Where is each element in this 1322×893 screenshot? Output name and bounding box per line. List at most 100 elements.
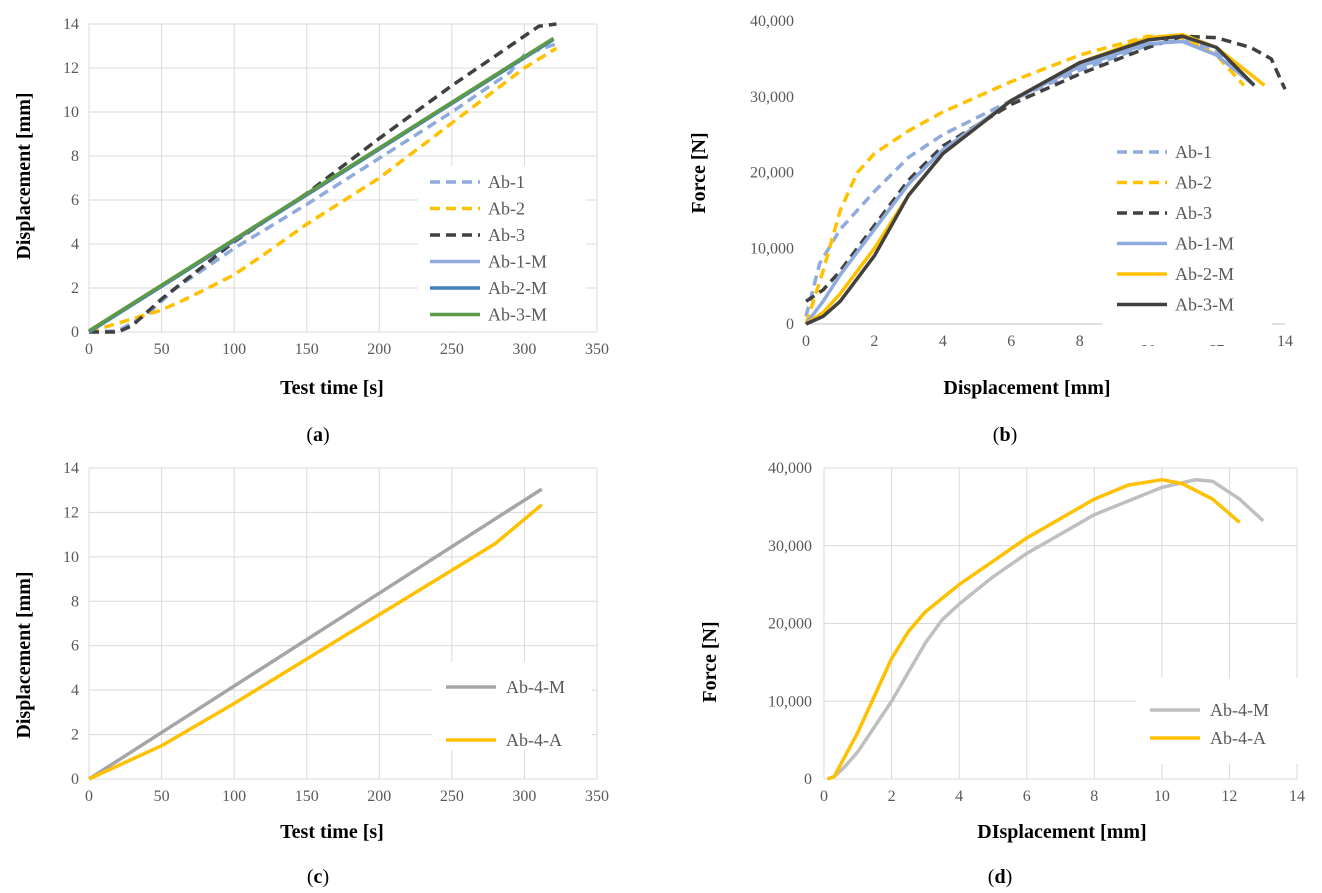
panel-a-xtick-3: 150 <box>295 341 319 358</box>
panel-c-legend-label-ab-4-a: Ab-4-A <box>506 730 562 750</box>
panel-d-ytick-3: 30,000 <box>768 538 812 555</box>
panel-d-series-ab-4-m <box>826 477 1265 781</box>
panel-d-xtick-4: 8 <box>1090 788 1098 805</box>
panel-a-ytick-2: 4 <box>71 236 79 253</box>
panel-a-ytick-7: 14 <box>63 16 79 33</box>
panel-c-ytick-2: 4 <box>71 682 79 699</box>
panel-d-xtick-7: 14 <box>1289 788 1305 805</box>
panel-a-ytick-3: 6 <box>71 192 79 209</box>
panel-b-legend-label-ab-2-m: Ab-2-M <box>1175 264 1234 284</box>
panel-a-legend-label-ab-2: Ab-2 <box>488 199 525 219</box>
panel-c-xtick-4: 200 <box>367 788 391 805</box>
panel-a-ytick-6: 12 <box>63 60 79 77</box>
panel-a-ytick-0: 0 <box>71 324 79 341</box>
panel-c-ylabel: Displacement [mm] <box>13 571 35 738</box>
panel-a-legend-label-ab-2-m: Ab-2-M <box>488 278 547 298</box>
panel-a-xticks: 0 50 100 150 200 250 300 350 <box>85 341 609 358</box>
panel-b-ytick-2: 20,000 <box>750 165 794 182</box>
panel-c-xtick-7: 350 <box>585 788 609 805</box>
panel-d: 0 2 4 6 8 10 12 14 0 10,000 20,000 30,000 40,000 Ab… <box>699 460 1305 888</box>
panel-b-series-ab-1 <box>804 38 1252 317</box>
panel-d-xticks: 0 2 4 6 8 10 12 14 <box>820 788 1305 805</box>
panel-a-legend-label-ab-1-m: Ab-1-M <box>488 252 547 272</box>
panel-b-xtick-3: 6 <box>1007 333 1015 350</box>
panel-c-xtick-3: 150 <box>295 788 319 805</box>
panel-a-xtick-4: 200 <box>367 341 391 358</box>
panel-a-series <box>88 22 558 334</box>
panel-b-caption-label: b <box>999 424 1010 446</box>
panel-d-ylabel: Force [N] <box>699 621 721 702</box>
panel-c-ytick-5: 10 <box>63 549 79 566</box>
panel-a-xtick-5: 250 <box>440 341 464 358</box>
panel-b-series-ab-3 <box>805 34 1287 303</box>
panel-a-caption-label: a <box>313 424 323 446</box>
panel-d-series <box>826 477 1265 781</box>
panel-c-series-ab-4-a <box>88 503 543 781</box>
panel-a-ylabel: Displacement [mm] <box>13 92 35 259</box>
panel-c-ytick-6: 12 <box>63 504 79 521</box>
panel-b-ylabel: Force [N] <box>688 132 710 213</box>
panel-c-legend-box <box>432 662 592 750</box>
panel-d-ytick-0: 0 <box>804 771 812 788</box>
panel-b-ytick-1: 10,000 <box>750 240 794 257</box>
panel-b-legend-label-ab-3-m: Ab-3-M <box>1175 295 1234 315</box>
panel-c-caption: (c) <box>307 866 329 888</box>
panel-a-legend: Ab-1 Ab-2 Ab-3 Ab-1-M Ab-2-M Ab-3-M <box>418 166 586 331</box>
panel-a-ytick-1: 2 <box>71 280 79 297</box>
panel-d-legend-label-ab-4-m: Ab-4-M <box>1210 700 1269 720</box>
panel-b-caption: (b) <box>993 424 1017 446</box>
panel-d-xtick-3: 6 <box>1023 788 1031 805</box>
panel-c-series-ab-4-m <box>88 487 543 781</box>
panel-d-xtick-1: 2 <box>888 788 896 805</box>
panel-c-xtick-0: 0 <box>85 788 93 805</box>
panel-b-legend-box <box>1102 134 1272 345</box>
panel-a-ytick-5: 10 <box>63 104 79 121</box>
panel-d-xlabel: DIsplacement [mm] <box>977 821 1146 843</box>
panel-b-legend-label-ab-1: Ab-1 <box>1175 142 1212 162</box>
panel-b-ytick-0: 0 <box>786 316 794 333</box>
panel-b-xtick-0: 0 <box>802 333 810 350</box>
panel-a-legend-box <box>418 166 586 331</box>
panel-c-legend: Ab-4-M Ab-4-A <box>432 662 592 750</box>
panel-d-legend-label-ab-4-a: Ab-4-A <box>1210 728 1266 748</box>
panel-b-yticks: 0 10,000 20,000 30,000 40,000 <box>750 13 794 333</box>
panel-a-legend-label-ab-1: Ab-1 <box>488 172 525 192</box>
panel-c-series <box>88 487 543 781</box>
panel-c-xtick-6: 300 <box>512 788 536 805</box>
panel-b-legend-label-ab-3: Ab-3 <box>1175 203 1212 223</box>
panel-d-ytick-1: 10,000 <box>768 693 812 710</box>
panel-d-caption-label: d <box>994 866 1005 888</box>
panel-c-xticks: 0 50 100 150 200 250 300 350 <box>85 788 609 805</box>
panel-b-ytick-4: 40,000 <box>750 13 794 30</box>
panel-a-xtick-7: 350 <box>585 341 609 358</box>
panel-c: 0 50 100 150 200 250 300 350 0 2 4 6 8 10 12 14 Ab-4-M… <box>13 460 609 888</box>
panel-d-ytick-2: 20,000 <box>768 616 812 633</box>
panel-a-xtick-1: 50 <box>154 341 170 358</box>
panel-b-series-ab-3-m <box>805 34 1256 326</box>
panel-a-xtick-2: 100 <box>222 341 246 358</box>
panel-c-xtick-1: 50 <box>154 788 170 805</box>
panel-d-legend-box <box>1136 678 1298 764</box>
panel-b-xtick-2: 4 <box>939 333 947 350</box>
panel-a-legend-label-ab-3: Ab-3 <box>488 225 525 245</box>
panel-a-yticks: 0 2 4 6 8 10 12 14 <box>63 16 79 341</box>
panel-c-xlabel: Test time [s] <box>280 821 384 843</box>
panel-b-xtick-4: 8 <box>1076 333 1084 350</box>
panel-b-legend-label-ab-1-m: Ab-1-M <box>1175 234 1234 254</box>
panel-a-series-ab-2 <box>88 46 558 334</box>
panel-b-xtick-7: 14 <box>1277 333 1293 350</box>
panel-d-xtick-5: 10 <box>1154 788 1170 805</box>
panel-a-xlabel: Test time [s] <box>280 377 384 399</box>
panel-d-xtick-2: 4 <box>955 788 963 805</box>
panel-b-legend-label-ab-2: Ab-2 <box>1175 173 1212 193</box>
panel-b-xtick-1: 2 <box>870 333 878 350</box>
panel-d-yticks: 0 10,000 20,000 30,000 40,000 <box>768 460 812 788</box>
panel-a-series-ab-3-m <box>88 36 555 333</box>
panel-d-caption: (d) <box>988 866 1012 888</box>
panel-c-ytick-3: 6 <box>71 638 79 655</box>
panel-a-xtick-0: 0 <box>85 341 93 358</box>
panel-a-ytick-4: 8 <box>71 148 79 165</box>
